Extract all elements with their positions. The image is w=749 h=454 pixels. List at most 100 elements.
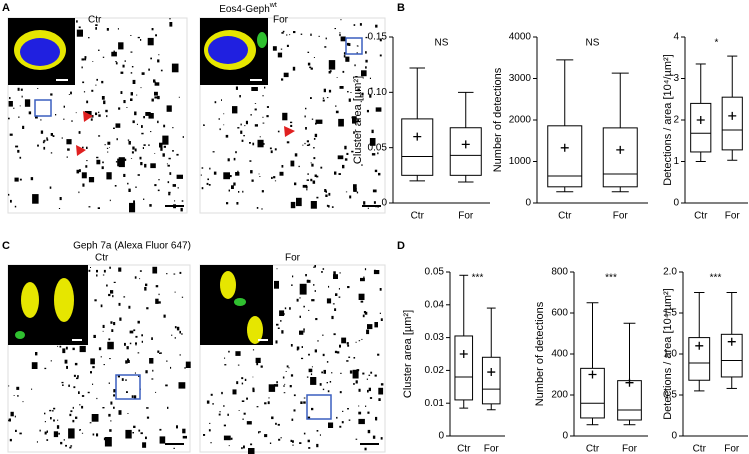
speckle [328, 205, 330, 208]
speckle [10, 411, 14, 417]
speckle [172, 150, 174, 152]
y-tick-label: 3 [673, 73, 679, 84]
x-tick-label: For [724, 444, 740, 454]
speckle [71, 120, 73, 122]
speckle [19, 105, 21, 107]
speckle [101, 96, 105, 100]
speckle [296, 349, 299, 351]
speckle [316, 443, 319, 448]
box [481, 356, 501, 405]
speckle [319, 383, 322, 386]
speckle [109, 429, 112, 432]
speckle [63, 118, 65, 120]
speckle [311, 378, 313, 380]
speckle [96, 269, 98, 273]
speckle [50, 133, 53, 136]
speckle [303, 328, 305, 331]
speckle [127, 182, 129, 185]
speckle [203, 124, 205, 126]
speckle [313, 266, 315, 268]
speckle [81, 432, 84, 434]
speckle [325, 194, 328, 197]
speckle [104, 144, 106, 146]
y-tick-label: 0.05 [368, 142, 388, 153]
speckle [298, 165, 300, 168]
speckle [176, 425, 178, 429]
x-tick-label: Ctr [457, 444, 471, 454]
speckle [240, 130, 243, 134]
speckle [183, 436, 185, 439]
speckle [308, 353, 310, 356]
mean-marker [459, 350, 468, 358]
speckle [360, 277, 365, 282]
speckle [72, 406, 74, 409]
speckle [322, 388, 325, 391]
panel-letter: B [397, 2, 405, 14]
speckle [340, 19, 342, 21]
speckle [95, 24, 98, 26]
speckle [340, 372, 342, 374]
speckle [58, 208, 61, 209]
speckle [243, 135, 245, 137]
speckle [274, 148, 277, 151]
speckle [154, 82, 160, 86]
speckle [111, 51, 117, 57]
speckle [370, 87, 373, 90]
speckle [72, 347, 75, 351]
inset-cluster [21, 282, 39, 318]
speckle [132, 432, 134, 434]
speckle [123, 100, 126, 104]
speckle [125, 379, 127, 381]
speckle [151, 378, 154, 380]
speckle [380, 318, 383, 321]
speckle [312, 180, 316, 184]
y-tick-label: 1000 [509, 156, 532, 167]
speckle [132, 120, 135, 124]
speckle [280, 437, 282, 439]
speckle [86, 160, 88, 162]
speckle [335, 293, 338, 296]
speckle [138, 375, 140, 377]
speckle [79, 345, 86, 353]
speckle [98, 111, 100, 114]
speckle [241, 400, 245, 402]
speckle [346, 152, 349, 155]
speckle [314, 174, 317, 177]
speckle [49, 409, 52, 412]
y-tick-label: 0 [671, 431, 677, 442]
speckle [377, 152, 379, 155]
speckle [300, 401, 303, 404]
speckle [102, 407, 105, 409]
speckle [134, 148, 137, 152]
speckle [14, 415, 16, 418]
speckle [213, 171, 217, 175]
speckle [103, 437, 106, 441]
speckle [75, 416, 78, 419]
speckle [308, 447, 311, 449]
speckle [128, 141, 131, 145]
speckle [82, 81, 85, 84]
speckle [224, 364, 227, 366]
speckle [112, 295, 114, 298]
speckle [53, 407, 56, 410]
speckle [149, 204, 152, 207]
speckle [86, 100, 89, 104]
speckle [132, 146, 135, 150]
speckle [16, 386, 20, 390]
speckle [292, 66, 296, 71]
speckle [379, 288, 382, 291]
speckle [145, 112, 151, 116]
y-tick-label: 0.03 [425, 332, 445, 343]
speckle [303, 305, 305, 308]
speckle [325, 190, 327, 193]
speckle [250, 443, 253, 446]
speckle [82, 146, 84, 149]
speckle [159, 142, 163, 148]
speckle [174, 291, 176, 293]
speckle [135, 186, 137, 188]
speckle [173, 273, 176, 275]
speckle [96, 78, 98, 81]
speckle [305, 107, 307, 110]
speckle [269, 442, 272, 444]
